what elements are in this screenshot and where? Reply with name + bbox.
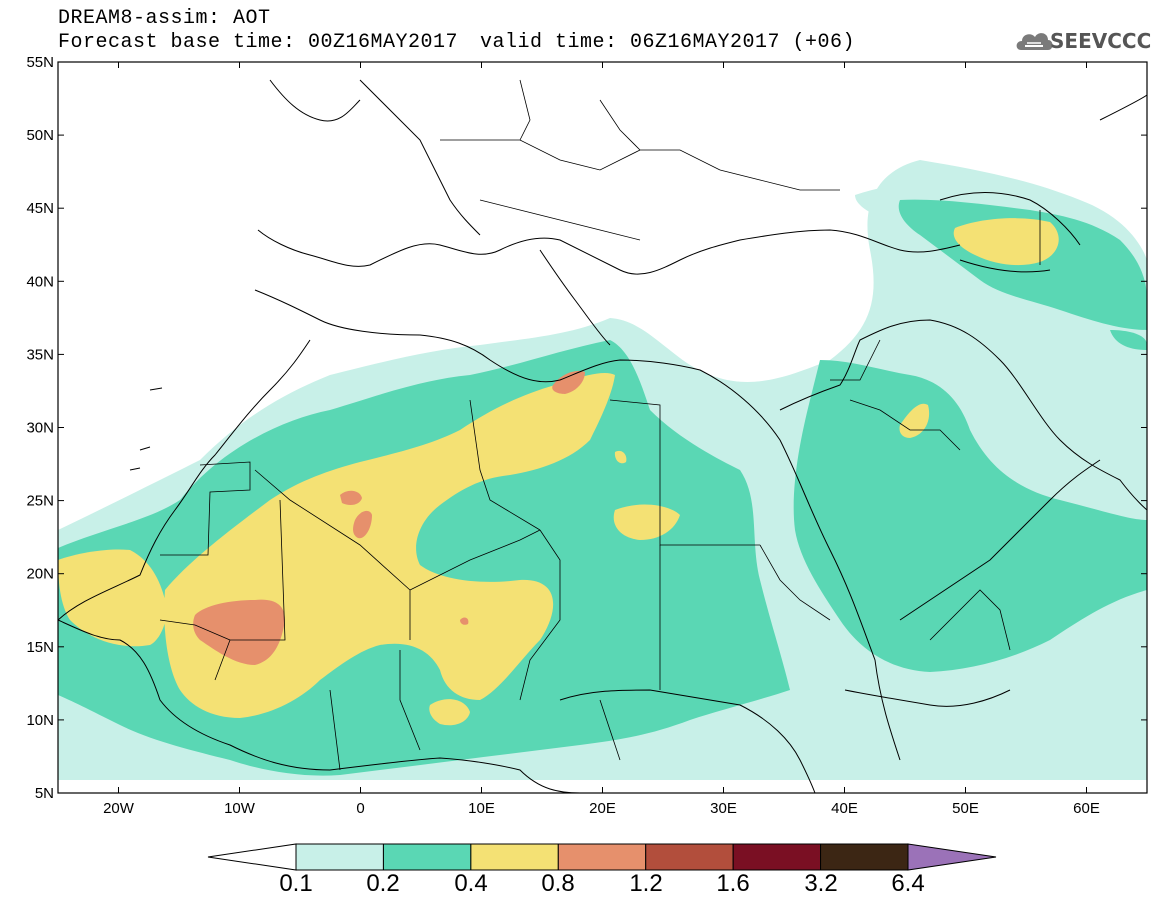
lat-label: 45N xyxy=(26,200,54,217)
map-title: DREAM8-assim: AOT xyxy=(58,7,271,30)
cb-label-1: 0.2 xyxy=(366,870,400,897)
colorbar-swatch xyxy=(382,843,472,871)
colorbar-swatch xyxy=(470,843,559,871)
cb-label-0: 0.1 xyxy=(279,870,313,897)
lat-label: 5N xyxy=(35,785,54,802)
lat-label: 30N xyxy=(26,420,54,437)
valid-time: valid time: 06Z16MAY2017 (+06) xyxy=(480,31,856,54)
colorbar xyxy=(207,843,997,871)
lon-label: 0 xyxy=(356,800,364,817)
axis-ticks xyxy=(58,61,1147,794)
cb-label-2: 0.4 xyxy=(454,870,488,897)
colorbar-swatch xyxy=(295,843,384,871)
cb-label-6: 3.2 xyxy=(804,870,838,897)
lon-label: 30E xyxy=(710,800,737,817)
lon-label: 20E xyxy=(589,800,616,817)
colorbar-low-arrow xyxy=(207,843,297,871)
coastlines xyxy=(58,79,1147,793)
colorbar-swatch xyxy=(820,843,909,871)
lat-label: 50N xyxy=(26,127,54,144)
country-borders xyxy=(159,79,1041,771)
lon-labels: 20W 10W 0 10E 20E 30E 40E 50E 60E xyxy=(103,800,1100,817)
colorbar-swatch xyxy=(557,843,647,871)
lat-label: 25N xyxy=(26,493,54,510)
cb-label-3: 0.8 xyxy=(541,870,575,897)
base-time: Forecast base time: 00Z16MAY2017 xyxy=(58,31,459,54)
cb-label-4: 1.2 xyxy=(629,870,663,897)
lat-label: 10N xyxy=(26,712,54,729)
colorbar-high-arrow xyxy=(907,843,997,871)
colorbar-swatch xyxy=(732,843,822,871)
lon-label: 60E xyxy=(1073,800,1100,817)
lon-label: 40E xyxy=(831,800,858,817)
lon-label: 50E xyxy=(952,800,979,817)
aot-level-0.8 xyxy=(193,370,585,665)
cb-label-7: 6.4 xyxy=(891,870,925,897)
lon-label: 20W xyxy=(103,800,135,817)
aot-fields xyxy=(58,160,1147,780)
lat-label: 40N xyxy=(26,273,54,290)
logo-text: SEEVCCC xyxy=(1050,29,1152,53)
lat-label: 55N xyxy=(26,54,54,71)
cb-label-5: 1.6 xyxy=(716,870,750,897)
colorbar-swatch xyxy=(645,843,734,871)
lat-label: 20N xyxy=(26,566,54,583)
cloud-logo-icon xyxy=(1016,33,1053,50)
lon-label: 10W xyxy=(224,800,256,817)
lon-label: 10E xyxy=(468,800,495,817)
lat-labels: 5N 10N 15N 20N 25N 30N 35N 40N 45N 50N 55N xyxy=(26,54,54,802)
lat-label: 15N xyxy=(26,639,54,656)
lat-label: 35N xyxy=(26,346,54,363)
